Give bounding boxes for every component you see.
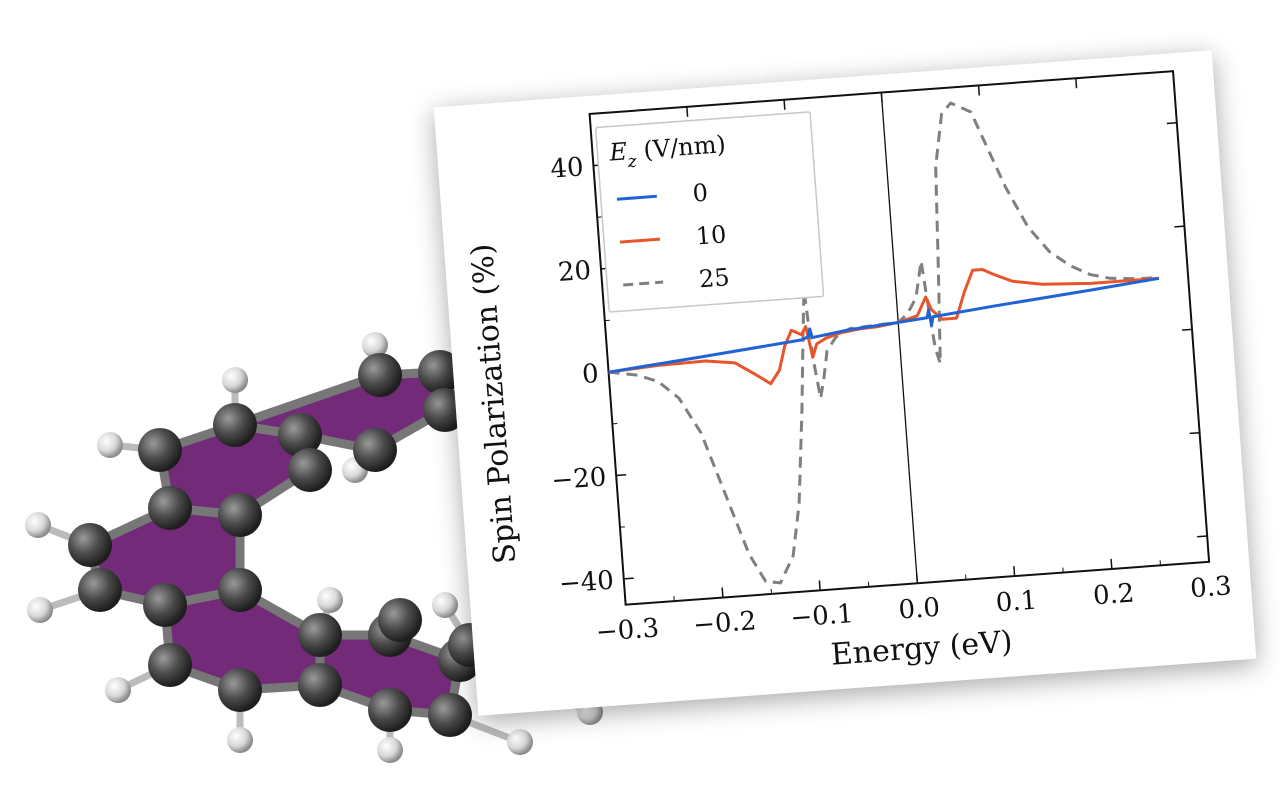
y-tick-mark xyxy=(623,577,634,580)
x-tick-label: 0.0 xyxy=(898,593,941,626)
carbon-atom xyxy=(218,568,262,612)
x-tick-mark-top xyxy=(686,106,689,117)
legend-swatch-0 xyxy=(616,194,657,201)
carbon-atom xyxy=(418,350,462,394)
series-line-0 xyxy=(608,276,1160,374)
y-tick-mark xyxy=(616,474,627,477)
hydrogen-atom xyxy=(362,332,388,358)
legend-label-10: 10 xyxy=(695,220,728,250)
carbon-atom xyxy=(218,668,262,712)
carbon-atom xyxy=(353,428,397,472)
x-tick-label: −0.1 xyxy=(789,599,854,634)
x-tick-mark xyxy=(1207,551,1210,562)
x-tick-mark xyxy=(624,594,627,605)
y-tick-mark-right xyxy=(1189,431,1200,435)
y-tick-label: 40 xyxy=(549,152,584,184)
x-tick-mark-top xyxy=(1172,71,1175,82)
x-tick-mark xyxy=(818,580,821,591)
carbon-atom xyxy=(368,688,412,732)
x-tick-label: 0.1 xyxy=(995,586,1038,619)
legend-title-unit: (V/nm) xyxy=(635,130,727,165)
x-tick-mark xyxy=(721,587,724,598)
y-tick-mark-right xyxy=(1181,328,1193,331)
carbon-atom xyxy=(148,643,192,687)
y-tick-mark-right xyxy=(1174,225,1185,228)
y-tick-mark-right xyxy=(1166,122,1177,125)
carbon-atom xyxy=(278,413,322,457)
x-tick-label: −0.3 xyxy=(595,613,660,648)
hydrogen-atom xyxy=(432,592,458,618)
zero-energy-line xyxy=(880,92,919,584)
y-axis-title: Spin Polarization (%) xyxy=(465,242,523,565)
x-tick-mark xyxy=(915,573,919,584)
legend-label-25: 25 xyxy=(698,263,731,293)
hydrogen-atom xyxy=(25,512,51,538)
y-tick-label: 0 xyxy=(581,359,600,390)
carbon-atom xyxy=(213,403,257,447)
hydrogen-atom xyxy=(222,367,248,393)
legend-title: Ez (V/nm) xyxy=(607,130,727,174)
carbon-atom xyxy=(298,613,342,657)
x-tick-mark xyxy=(1013,566,1016,577)
carbon-atom xyxy=(78,568,122,612)
x-tick-mark-top xyxy=(588,113,592,125)
x-tick-label: 0.2 xyxy=(1092,578,1135,611)
x-tick-mark-top xyxy=(1075,78,1078,89)
carbon-atom xyxy=(428,693,472,737)
y-tick-label: −40 xyxy=(558,566,615,600)
hydrogen-atom xyxy=(317,587,343,613)
y-tick-label: −20 xyxy=(550,462,607,496)
cc-bond xyxy=(230,370,385,430)
y-tick-mark-right xyxy=(1197,535,1208,538)
x-axis-title: Energy (eV) xyxy=(830,624,1014,672)
chart-panel: −0.3 −0.2 −0.1 0.0 0.1 0.2 0.3 −40 −20 0 20 40 Ez (… xyxy=(433,50,1257,716)
x-tick-mark-top xyxy=(783,99,786,110)
hydrogen-atom xyxy=(97,432,123,458)
legend-frame xyxy=(595,111,825,313)
carbon-atom xyxy=(143,583,187,627)
carbon-atom xyxy=(218,493,262,537)
x-tick-label: −0.2 xyxy=(692,606,757,641)
carbon-atom xyxy=(68,523,112,567)
legend-swatch-25 xyxy=(623,280,664,287)
legend-swatch-10 xyxy=(619,237,661,244)
legend-label-0: 0 xyxy=(692,179,709,208)
carbon-atom xyxy=(358,353,402,397)
spin-polarization-chart: −0.3 −0.2 −0.1 0.0 0.1 0.2 0.3 −40 −20 0 20 40 Ez (… xyxy=(465,70,1233,673)
carbon-atom xyxy=(298,663,342,707)
hydrogen-atom xyxy=(377,737,403,763)
y-tick-label: 20 xyxy=(557,256,592,288)
hydrogen-atom xyxy=(105,677,131,703)
carbon-atom xyxy=(288,448,332,492)
hydrogen-atom xyxy=(507,729,533,755)
x-tick-mark-top xyxy=(977,85,981,96)
hydrogen-atom xyxy=(227,727,253,753)
x-tick-mark-top xyxy=(880,92,883,103)
carbon-atom xyxy=(138,428,182,472)
x-tick-mark xyxy=(1110,558,1113,570)
legend: Ez (V/nm) 0 10 25 xyxy=(595,111,825,313)
carbon-atom xyxy=(378,598,422,642)
legend-title-subscript: z xyxy=(626,152,638,173)
hydrogen-atom xyxy=(27,597,53,623)
x-tick-label: 0.3 xyxy=(1189,571,1232,604)
carbon-atom xyxy=(148,486,192,530)
legend-title-symbol: E xyxy=(607,137,628,166)
